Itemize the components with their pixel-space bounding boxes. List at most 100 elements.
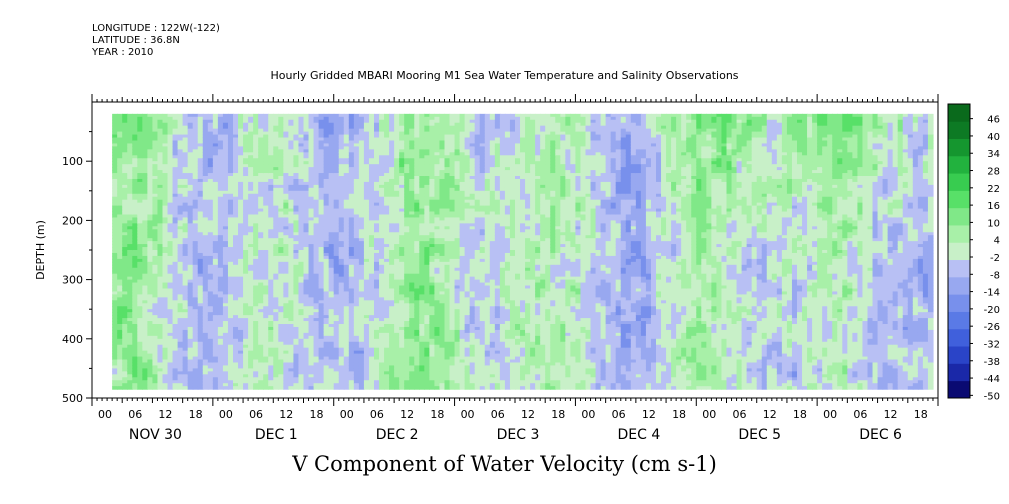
heatmap-cell (132, 184, 138, 189)
heatmap-cell (167, 208, 174, 213)
heatmap-cell (177, 137, 184, 142)
heatmap-cell (182, 244, 189, 248)
heatmap-cell (333, 329, 340, 334)
heatmap-cell (353, 196, 360, 201)
heatmap-cell (177, 181, 184, 186)
heatmap-cell (288, 143, 295, 147)
heatmap-cell (192, 202, 199, 207)
heatmap-cell (137, 113, 143, 118)
heatmap-cell (318, 270, 325, 275)
heatmap-cell (273, 276, 279, 281)
heatmap-cell (147, 190, 154, 195)
heatmap-cell (353, 128, 360, 133)
heatmap-cell (117, 255, 123, 260)
heatmap-cell (217, 252, 224, 257)
heatmap-cell (268, 241, 274, 245)
heatmap-cell (353, 300, 360, 304)
heatmap-cell (137, 264, 143, 269)
heatmap-cell (343, 291, 350, 295)
heatmap-cell (308, 214, 315, 219)
heatmap-cell (268, 374, 274, 378)
heatmap-cell (212, 374, 219, 378)
heatmap-cell (227, 244, 234, 248)
heatmap-cell (222, 377, 229, 381)
heatmap-cell (358, 152, 365, 156)
heatmap-cell (303, 300, 310, 304)
heatmap-cell (122, 318, 128, 322)
heatmap-cell (152, 276, 159, 281)
heatmap-cell (333, 208, 340, 213)
heatmap-cell (343, 315, 350, 319)
heatmap-cell (233, 252, 239, 257)
heatmap-cell (353, 321, 360, 325)
heatmap-cell (132, 258, 138, 263)
heatmap-cell (152, 229, 159, 233)
heatmap-cell (117, 380, 123, 384)
heatmap-cell (243, 137, 249, 142)
heatmap-cell (217, 264, 224, 269)
heatmap-cell (202, 324, 209, 328)
heatmap-cell (112, 140, 118, 145)
heatmap-cell (182, 161, 189, 165)
heatmap-cell (192, 362, 199, 367)
heatmap-cell (318, 140, 325, 145)
heatmap-cell (227, 306, 234, 310)
heatmap-cell (233, 324, 239, 328)
heatmap-cell (132, 267, 138, 272)
heatmap-cell (132, 380, 138, 384)
heatmap-cell (187, 294, 194, 298)
heatmap-cell (283, 273, 289, 278)
heatmap-cell (127, 380, 133, 384)
heatmap-cell (117, 119, 123, 124)
heatmap-cell (338, 252, 345, 257)
heatmap-cell (212, 220, 219, 224)
heatmap-cell (379, 131, 385, 136)
heatmap-cell (338, 300, 345, 304)
heatmap-cell (328, 294, 335, 298)
heatmap-cell (137, 315, 143, 319)
heatmap-cell (137, 235, 143, 239)
heatmap-cell (268, 214, 274, 219)
heatmap-cell (318, 238, 325, 242)
heatmap-cell (248, 208, 254, 213)
heatmap-cell (273, 250, 279, 254)
heatmap-cell (172, 252, 179, 257)
heatmap-cell (182, 267, 189, 272)
heatmap-cell (132, 199, 138, 204)
heatmap-cell (263, 321, 269, 325)
heatmap-cell (283, 371, 289, 375)
heatmap-cell (368, 261, 375, 266)
heatmap-cell (379, 116, 385, 121)
heatmap-cell (182, 288, 189, 293)
heatmap-cell (338, 282, 345, 287)
heatmap-cell (253, 324, 259, 328)
heatmap-cell (263, 359, 269, 364)
heatmap-cell (258, 344, 264, 349)
heatmap-cell (374, 318, 380, 322)
heatmap-cell (152, 341, 159, 346)
heatmap-cell (258, 235, 264, 239)
heatmap-cell (368, 365, 375, 369)
heatmap-cell (298, 386, 305, 390)
heatmap-cell (243, 176, 249, 180)
heatmap-cell (227, 329, 234, 334)
heatmap-cell (318, 205, 325, 210)
heatmap-cell (363, 326, 370, 331)
heatmap-cell (127, 137, 133, 142)
heatmap-cell (182, 371, 189, 375)
heatmap-cell (358, 335, 365, 340)
heatmap-cell (197, 178, 204, 183)
heatmap-cell (253, 380, 259, 384)
heatmap-cell (187, 161, 194, 165)
heatmap-cell (374, 143, 380, 147)
heatmap-cell (202, 113, 209, 118)
heatmap-cell (338, 208, 345, 213)
heatmap-cell (202, 371, 209, 375)
heatmap-cell (192, 235, 199, 239)
heatmap-cell (212, 223, 219, 227)
heatmap-cell (137, 131, 143, 136)
heatmap-cell (374, 306, 380, 310)
heatmap-cell (348, 318, 355, 322)
heatmap-cell (127, 297, 133, 301)
heatmap-cell (187, 386, 194, 390)
